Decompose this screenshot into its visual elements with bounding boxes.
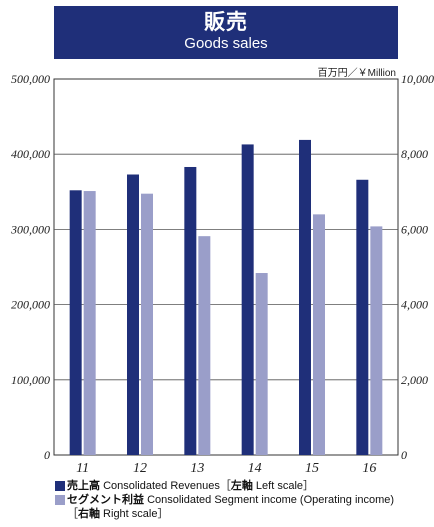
legend-scale-ja: 右軸 (78, 508, 100, 520)
legend-scale-en: Left scale］ (252, 480, 315, 492)
right-tick-label: 8,000 (401, 147, 428, 161)
legend-swatch-segment (55, 495, 65, 505)
bar-revenue-14 (241, 144, 254, 455)
legend-label-ja: 売上高 (67, 480, 100, 492)
right-tick-label: 4,000 (401, 298, 428, 312)
grid-lines (54, 153, 398, 381)
bar-segment-14 (255, 273, 268, 455)
bar-revenue-12 (127, 174, 139, 455)
bar-segment-15 (313, 214, 325, 455)
left-axis: 0 100,000 200,000 300,000 400,000 500,000 (10, 72, 50, 462)
bar-segment-12 (141, 193, 153, 455)
bars (69, 139, 383, 456)
plot-area (53, 78, 399, 456)
x-tick-label: 12 (133, 461, 147, 476)
unit-label: 百万円／￥Million (318, 67, 396, 79)
left-tick-label: 200,000 (11, 298, 50, 312)
chart-subtitle: Goods sales (184, 35, 268, 52)
bar-segment-13 (198, 236, 211, 455)
bar-segment-16 (370, 226, 383, 455)
right-tick-label: 6,000 (401, 222, 428, 236)
x-tick-label: 15 (305, 461, 319, 476)
legend-swatch-revenue (55, 481, 65, 491)
left-tick-label: 500,000 (11, 72, 50, 86)
right-tick-label: 10,000 (401, 72, 434, 86)
legend-label-en: Consolidated Revenues［ (103, 480, 231, 492)
bar-revenue-11 (69, 190, 82, 455)
bar-chart: 0 100,000 200,000 300,000 400,000 500,000 0 2,… (10, 67, 434, 476)
bar-revenue-16 (356, 179, 369, 455)
x-axis: 11 12 13 14 15 16 (76, 461, 376, 476)
x-tick-label: 11 (76, 461, 89, 476)
legend-label-en: Consolidated Segment income (Operating i… (147, 494, 395, 506)
legend-scale-ja: 左軸 (230, 480, 253, 492)
legend-item-segment: セグメント利益 Consolidated Segment income (Ope… (55, 493, 394, 507)
bar-revenue-13 (184, 166, 197, 455)
legend: 売上高 Consolidated Revenues［左軸 Left scale］… (55, 479, 394, 521)
x-tick-label: 14 (248, 461, 262, 476)
left-tick-label: 100,000 (11, 373, 50, 387)
chart-title: 販売 (204, 11, 248, 34)
legend-scale-en: Right scale］ (100, 508, 169, 520)
bar-segment-11 (83, 191, 96, 455)
legend-bracket: ［ (67, 508, 78, 520)
legend-item-segment-scale: ［右軸 Right scale］ (55, 507, 394, 521)
chart-title-band: 販売 Goods sales (54, 6, 398, 59)
legend-item-revenue: 売上高 Consolidated Revenues［左軸 Left scale］ (55, 479, 394, 493)
right-tick-label: 0 (401, 448, 407, 462)
x-tick-label: 13 (190, 461, 204, 476)
legend-label-ja: セグメント利益 (67, 494, 144, 506)
left-tick-label: 400,000 (11, 147, 50, 161)
right-axis: 0 2,000 4,000 6,000 8,000 10,000 (401, 72, 434, 462)
x-tick-label: 16 (362, 461, 376, 476)
left-tick-label: 0 (44, 448, 50, 462)
right-tick-label: 2,000 (401, 373, 428, 387)
bar-revenue-15 (299, 139, 311, 456)
left-tick-label: 300,000 (10, 222, 50, 236)
